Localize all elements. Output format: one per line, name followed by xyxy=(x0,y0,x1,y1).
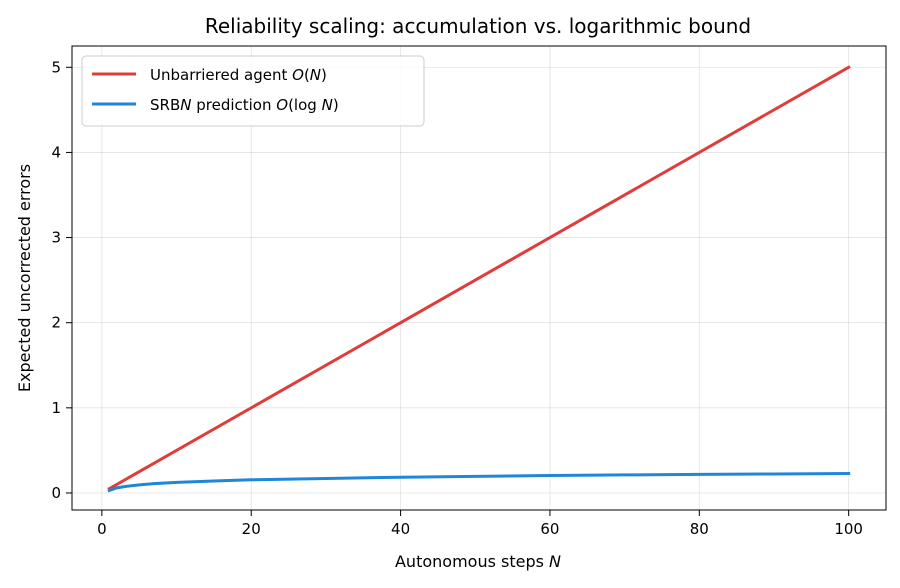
y-tick-label-0: 0 xyxy=(51,484,61,502)
series-line-0 xyxy=(107,65,851,491)
axis-ticks: 0 20 40 60 80 100 0 1 2 3 4 5 xyxy=(51,58,863,538)
series-layer xyxy=(107,65,851,493)
x-tick-label-5: 100 xyxy=(834,520,863,538)
legend-label-0: Unbarriered agent O(N) xyxy=(150,66,327,84)
y-tick-label-5: 5 xyxy=(51,58,61,76)
y-tick-label-1: 1 xyxy=(51,399,61,417)
y-tick-label-2: 2 xyxy=(51,314,61,332)
chart-title: Reliability scaling: accumulation vs. lo… xyxy=(205,14,751,38)
x-axis-label: Autonomous steps N xyxy=(395,552,561,571)
x-tick-label-2: 40 xyxy=(391,520,410,538)
x-tick-label-3: 60 xyxy=(540,520,559,538)
legend-label-1: SRBN prediction O(log N) xyxy=(150,96,339,114)
legend: Unbarriered agent O(N) SRBN prediction O(… xyxy=(81,55,425,127)
x-tick-label-4: 80 xyxy=(690,520,709,538)
x-tick-label-0: 0 xyxy=(97,520,107,538)
series-line-1 xyxy=(107,472,851,493)
y-axis-label: Expected uncorrected errors xyxy=(15,164,34,392)
y-tick-label-3: 3 xyxy=(51,229,61,247)
y-tick-label-4: 4 xyxy=(51,143,61,161)
plot-frame xyxy=(71,45,887,511)
legend-box xyxy=(81,55,425,127)
x-tick-label-1: 20 xyxy=(242,520,261,538)
